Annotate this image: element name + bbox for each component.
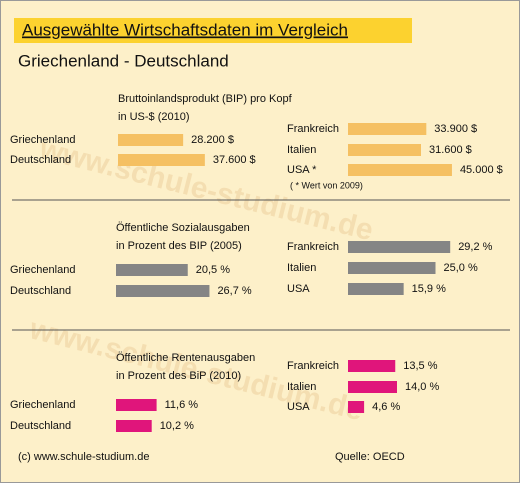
value-label: 14,0 %	[405, 381, 439, 393]
panel-subtitle: in Prozent des BIP (2005)	[116, 240, 242, 252]
category-label: Deutschland	[10, 154, 71, 166]
title-box	[14, 18, 412, 43]
category-label: Griechenland	[10, 399, 75, 411]
value-label: 4,6 %	[372, 401, 400, 413]
value-label: 10,2 %	[160, 420, 194, 432]
bar	[116, 399, 157, 411]
panel-subtitle: in Prozent des BiP (2010)	[116, 370, 241, 382]
bar	[348, 381, 397, 393]
category-label: USA	[287, 401, 310, 413]
bar	[348, 360, 396, 372]
bar	[116, 420, 152, 432]
value-label: 33.900 $	[434, 123, 477, 135]
category-label: USA	[287, 283, 310, 295]
subtitle: Griechenland - Deutschland	[18, 51, 229, 70]
value-label: 28.200 $	[191, 134, 234, 146]
value-label: 13,5 %	[403, 360, 437, 372]
bar	[348, 401, 365, 413]
bar	[348, 144, 421, 156]
value-label: 29,2 %	[458, 241, 492, 253]
bar	[348, 262, 436, 274]
category-label: Frankreich	[287, 123, 339, 135]
bar	[348, 283, 404, 295]
value-label: 25,0 %	[444, 262, 478, 274]
value-label: 26,7 %	[217, 285, 251, 297]
bar	[348, 164, 452, 176]
title: Ausgewählte Wirtschaftsdaten im Vergleic…	[22, 20, 348, 39]
panel-title: Bruttoinlandsprodukt (BIP) pro Kopf	[118, 93, 293, 105]
bar	[116, 264, 188, 276]
bar	[348, 241, 451, 253]
category-label: Italien	[287, 381, 316, 393]
category-label: USA *	[287, 164, 317, 176]
value-label: 45.000 $	[460, 164, 503, 176]
category-label: Italien	[287, 144, 316, 156]
value-label: 20,5 %	[196, 264, 230, 276]
category-label: Deutschland	[10, 285, 71, 297]
value-label: 37.600 $	[213, 154, 256, 166]
value-label: 31.600 $	[429, 144, 472, 156]
value-label: 11,6 %	[165, 399, 199, 411]
bar	[118, 154, 205, 166]
value-label: 15,9 %	[412, 283, 446, 295]
category-label: Italien	[287, 262, 316, 274]
category-label: Griechenland	[10, 134, 75, 146]
bar	[118, 134, 184, 146]
panel-title: Öffentliche Rentenausgaben	[116, 352, 255, 364]
note: ( * Wert von 2009)	[290, 180, 363, 190]
bar	[116, 285, 210, 297]
category-label: Deutschland	[10, 420, 71, 432]
source: Quelle: OECD	[335, 451, 405, 463]
category-label: Frankreich	[287, 360, 339, 372]
panel-subtitle: in US-$ (2010)	[118, 111, 190, 123]
category-label: Griechenland	[10, 264, 75, 276]
category-label: Frankreich	[287, 241, 339, 253]
bar	[348, 123, 427, 135]
copyright: (c) www.schule-studium.de	[18, 451, 149, 463]
panel-title: Öffentliche Sozialausgaben	[116, 222, 250, 234]
